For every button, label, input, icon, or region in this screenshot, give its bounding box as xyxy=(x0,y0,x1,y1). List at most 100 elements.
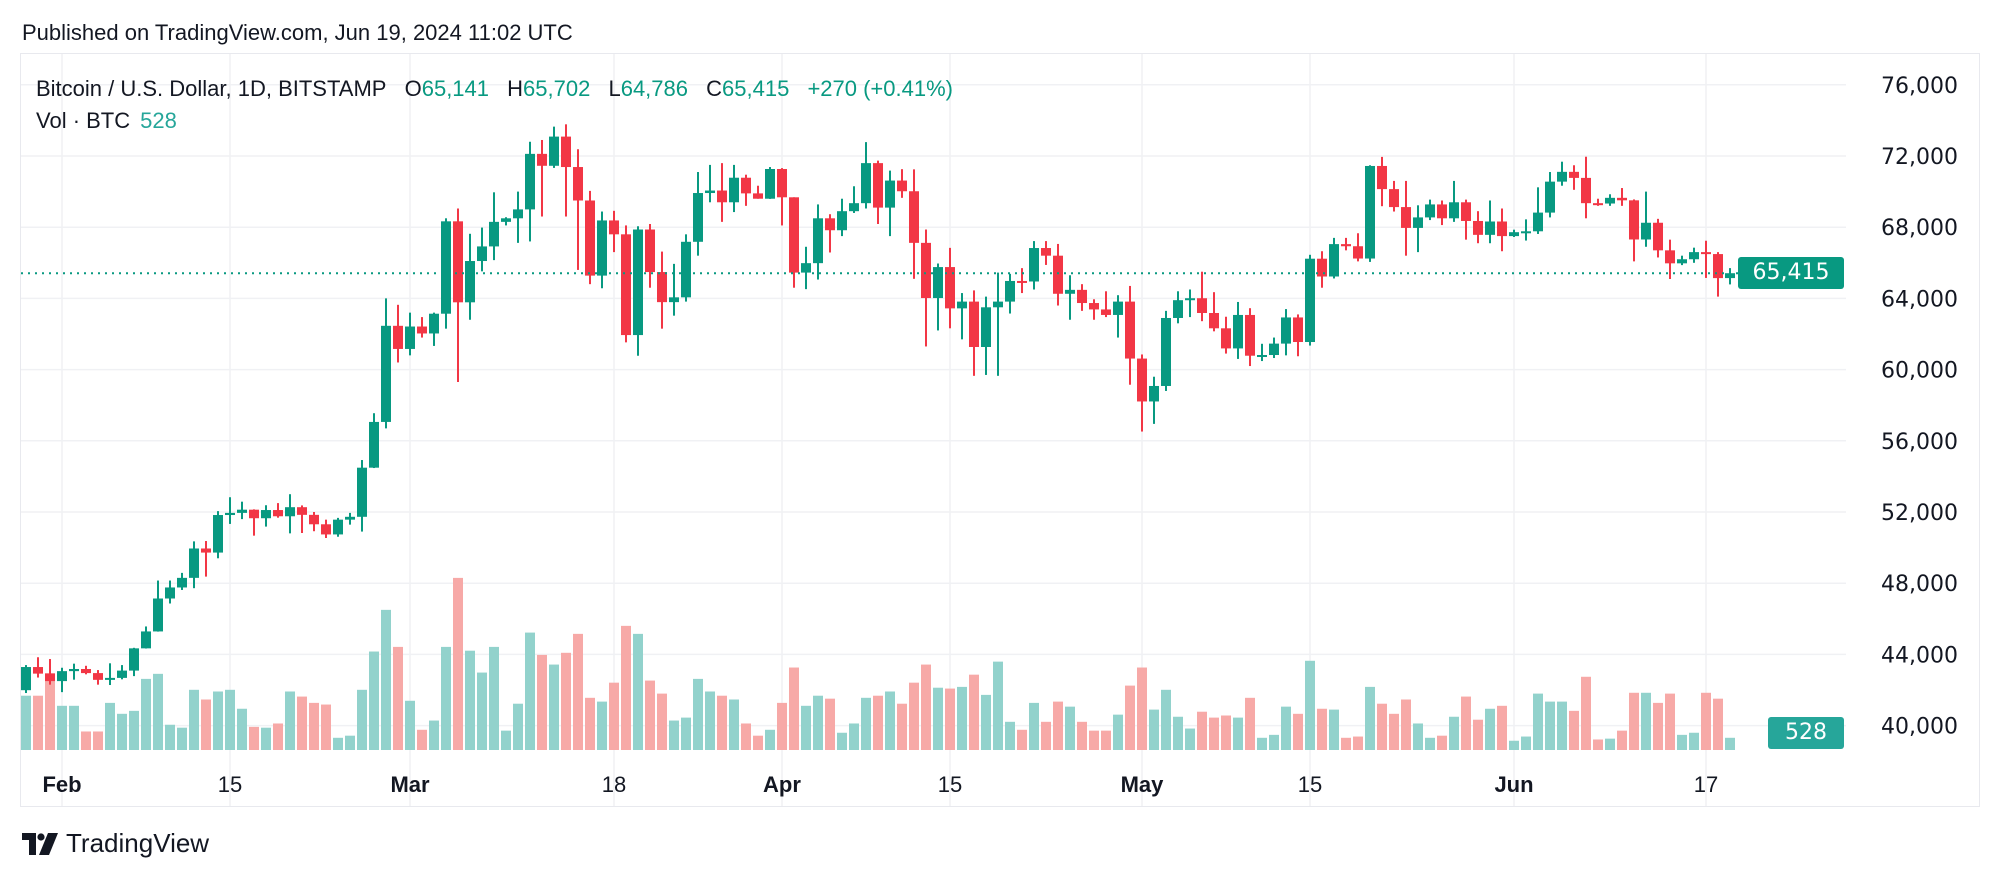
volume-bar xyxy=(321,704,331,750)
candle xyxy=(1713,252,1723,297)
volume-bar xyxy=(1557,701,1567,750)
candle-body xyxy=(321,524,331,535)
volume-bar xyxy=(1641,692,1651,750)
volume-bar xyxy=(57,705,67,750)
candle-body xyxy=(1173,300,1183,318)
candle-body xyxy=(1713,254,1723,279)
close-label: C xyxy=(706,76,723,101)
candle-body xyxy=(297,507,307,515)
volume-bar xyxy=(393,646,403,750)
volume-bar xyxy=(897,703,907,750)
candle-body xyxy=(501,218,511,222)
candle xyxy=(837,198,847,237)
candle-body xyxy=(1053,255,1063,294)
candle xyxy=(249,509,259,536)
candle xyxy=(285,494,295,534)
volume-bar xyxy=(261,727,271,750)
tradingview-logo-icon xyxy=(22,832,58,855)
x-tick-label: 15 xyxy=(1298,772,1322,797)
candle-body xyxy=(465,261,475,303)
volume-bar xyxy=(33,695,43,750)
tradingview-logo[interactable]: TradingView xyxy=(22,828,209,859)
candle-body xyxy=(429,313,439,334)
candle xyxy=(1641,191,1651,247)
candle-body xyxy=(909,191,919,243)
volume-bar xyxy=(1173,716,1183,750)
candle-body xyxy=(1581,177,1591,204)
volume-bar xyxy=(981,694,991,750)
volume-bar xyxy=(1713,698,1723,750)
candle xyxy=(1449,180,1459,222)
candle-body xyxy=(345,516,355,520)
candle xyxy=(201,541,211,577)
candle xyxy=(1437,200,1447,226)
candle xyxy=(1101,291,1111,318)
candle-body xyxy=(729,177,739,203)
candle-body xyxy=(1569,171,1579,178)
volume-bar xyxy=(1005,721,1015,750)
volume-bar xyxy=(789,667,799,750)
candle xyxy=(1545,172,1555,218)
volume-bar xyxy=(669,720,679,750)
candle xyxy=(1665,239,1675,279)
candle-body xyxy=(645,229,655,273)
open-label: O xyxy=(404,76,422,101)
candle xyxy=(1221,316,1231,354)
candle xyxy=(441,218,451,329)
volume-bar xyxy=(1101,730,1111,750)
candle-body xyxy=(861,163,871,204)
candle-body xyxy=(609,220,619,235)
candle-body xyxy=(129,648,139,671)
candle xyxy=(969,290,979,376)
candle-body xyxy=(1545,181,1555,213)
candle xyxy=(561,124,571,217)
candle-body xyxy=(561,136,571,168)
candle-body xyxy=(657,272,667,303)
candle-body xyxy=(1209,312,1219,329)
candle xyxy=(933,263,943,331)
candle xyxy=(453,208,463,383)
volume-bar xyxy=(1605,738,1615,750)
candle-body xyxy=(1017,280,1027,283)
volume-bar xyxy=(549,664,559,750)
candle xyxy=(1173,291,1183,324)
y-tick-label: 44,000 xyxy=(1881,643,1958,668)
x-tick-label: 15 xyxy=(938,772,962,797)
volume-bar xyxy=(81,731,91,750)
y-tick-label: 48,000 xyxy=(1881,572,1958,597)
candle xyxy=(81,665,91,675)
candle-body xyxy=(1701,252,1711,255)
y-tick-label: 68,000 xyxy=(1881,216,1958,241)
volume-bar xyxy=(861,697,871,750)
candle-body xyxy=(873,163,883,208)
volume-bar xyxy=(993,661,1003,750)
y-tick-label: 40,000 xyxy=(1881,715,1958,740)
volume-bar xyxy=(141,678,151,750)
candle-body xyxy=(1689,252,1699,260)
volume-bar xyxy=(189,689,199,750)
volume-bar xyxy=(1149,709,1159,750)
candle xyxy=(1677,255,1687,266)
candle xyxy=(1581,156,1591,219)
volume-bar xyxy=(1197,711,1207,750)
candle xyxy=(273,503,283,518)
candle-body xyxy=(285,507,295,517)
candle-body xyxy=(1413,217,1423,228)
volume-bar xyxy=(501,730,511,750)
candle xyxy=(1629,199,1639,262)
candle xyxy=(789,197,799,288)
candle-body xyxy=(69,668,79,672)
candle-body xyxy=(357,467,367,517)
candle xyxy=(1725,268,1735,285)
candle-body xyxy=(189,548,199,578)
candle-body xyxy=(1401,207,1411,228)
candle xyxy=(1233,301,1243,359)
candle-body xyxy=(945,267,955,309)
candle-body xyxy=(177,577,187,588)
time-axis: Feb 15 Mar 18 Apr 15 May 15 Jun 17 xyxy=(42,772,1718,797)
x-tick-label: Jun xyxy=(1494,772,1533,797)
candle-body xyxy=(261,510,271,519)
candle-body xyxy=(1425,204,1435,218)
change-value: +270 (+0.41%) xyxy=(807,76,953,101)
